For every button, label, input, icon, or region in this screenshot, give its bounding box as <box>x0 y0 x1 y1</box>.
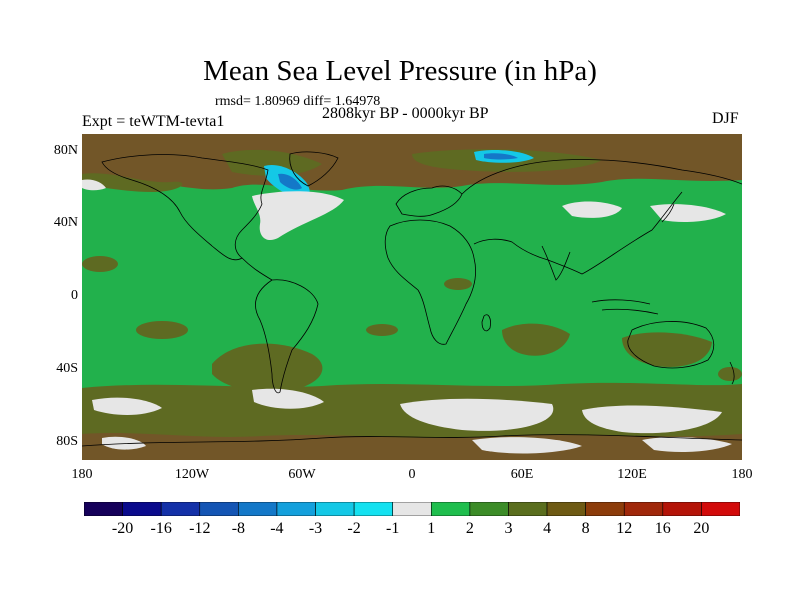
antarctic-brown <box>82 433 742 460</box>
southern-ocean-neutral-3 <box>400 398 554 431</box>
pacific-olive-1 <box>136 321 188 339</box>
southern-ocean-neutral-2 <box>252 388 324 409</box>
southern-ocean-neutral-4 <box>582 405 722 434</box>
colorbar-label: -3 <box>308 520 323 537</box>
lon-label-60e: 60E <box>510 467 534 482</box>
stats-text: rmsd= 1.80969 diff= 1.64978 <box>215 94 381 109</box>
antarctic-neutral-3 <box>642 437 732 452</box>
arctic-anomaly <box>82 134 742 191</box>
arabian-olive <box>444 278 472 290</box>
experiment-label: Expt = teWTM-tevta1 <box>82 113 225 130</box>
lon-label-180w: 180 <box>71 467 93 482</box>
new-zealand-coast <box>729 361 735 385</box>
colorbar-box-8 <box>392 502 432 516</box>
colorbar-box-16 <box>701 502 740 516</box>
colorbar-label: -4 <box>270 520 284 537</box>
colorbar-label: -12 <box>189 520 211 537</box>
pressure-map <box>82 134 742 460</box>
colorbar-label: -16 <box>150 520 172 537</box>
antarctica-coast <box>82 434 742 447</box>
lon-label-120w: 120W <box>174 467 210 482</box>
colorbar-label: 2 <box>465 520 474 537</box>
colorbar-label: -2 <box>347 520 361 537</box>
colorbar-box-3 <box>199 502 239 516</box>
japan-coast <box>661 203 675 223</box>
australia-coast <box>627 321 715 369</box>
colorbar-box-2 <box>160 502 201 516</box>
africa-coast <box>384 219 476 345</box>
greenland-negative-dark <box>278 173 302 190</box>
lat-label-0: 0 <box>71 288 78 303</box>
siberia-negative-dark <box>484 153 518 160</box>
colorbar-box-7 <box>353 502 394 516</box>
colorbar-label: 3 <box>504 520 513 537</box>
north-pacific-neutral <box>562 201 622 218</box>
europe-coast <box>395 185 463 217</box>
colorbar-label: 4 <box>543 520 552 537</box>
colorbar-box-11 <box>508 502 548 516</box>
north-america-coast <box>101 154 269 261</box>
lat-label-80n: 80N <box>53 143 78 158</box>
canada-olive-patch <box>222 149 322 176</box>
colorbar-box-5 <box>276 502 316 516</box>
madagascar-coast <box>481 314 491 332</box>
lat-label-40n: 40N <box>53 215 78 230</box>
antarctic-neutral-2 <box>472 437 582 454</box>
colorbar-box-12 <box>546 502 586 516</box>
south-africa-olive <box>502 323 570 356</box>
colorbar-box-9 <box>430 502 471 516</box>
colorbar-box-6 <box>315 502 355 516</box>
south-pacific-olive <box>212 343 323 393</box>
colorbar-label: -20 <box>111 520 134 537</box>
colorbar-label: 1 <box>427 520 436 537</box>
greenland-coast <box>289 151 339 187</box>
indonesia-coast <box>591 299 659 315</box>
lat-label-80s: 80S <box>56 434 78 449</box>
central-america-coast <box>241 257 273 281</box>
colorbar-box-14 <box>623 502 664 516</box>
colorbar-box-4 <box>238 502 278 516</box>
colorbar-label: 8 <box>581 520 590 537</box>
lon-label-0: 0 <box>408 467 416 482</box>
colorbar-label: -8 <box>231 520 246 537</box>
lon-label-180e: 180 <box>731 467 753 482</box>
pacific-olive-2 <box>82 256 118 272</box>
colorbar-label: 20 <box>693 520 710 537</box>
colorbar-box-15 <box>662 502 702 516</box>
map-title: Mean Sea Level Pressure (in hPa) <box>203 55 597 87</box>
colorbar <box>84 502 740 516</box>
east-pacific-olive <box>718 367 742 381</box>
colorbar-box-10 <box>469 502 509 516</box>
colorbar-box-0 <box>84 502 123 516</box>
colorbar-box-1 <box>122 502 162 516</box>
season-label: DJF <box>712 110 739 127</box>
australia-olive <box>622 332 712 367</box>
asia-coast <box>461 159 742 275</box>
coastlines <box>82 151 742 447</box>
southern-ocean-neutral-1 <box>92 397 162 415</box>
lon-label-60w: 60W <box>288 467 316 482</box>
period-text: 2808kyr BP - 0000kyr BP <box>322 105 489 122</box>
colorbar-label: -1 <box>386 520 400 537</box>
indian-ocean-olive <box>366 324 398 336</box>
colorbar-box-13 <box>585 502 625 516</box>
lon-label-120e: 120E <box>617 467 647 482</box>
colorbar-label: 12 <box>616 520 633 537</box>
north-atlantic-neutral <box>252 191 344 241</box>
colorbar-label: 16 <box>654 520 671 537</box>
arctic-neutral-west <box>82 179 106 191</box>
india-coast <box>541 245 571 281</box>
arctic-olive-patch <box>82 173 183 192</box>
lat-label-40s: 40S <box>56 361 78 376</box>
antarctic-neutral-1 <box>102 436 146 450</box>
south-america-coast <box>255 279 319 394</box>
